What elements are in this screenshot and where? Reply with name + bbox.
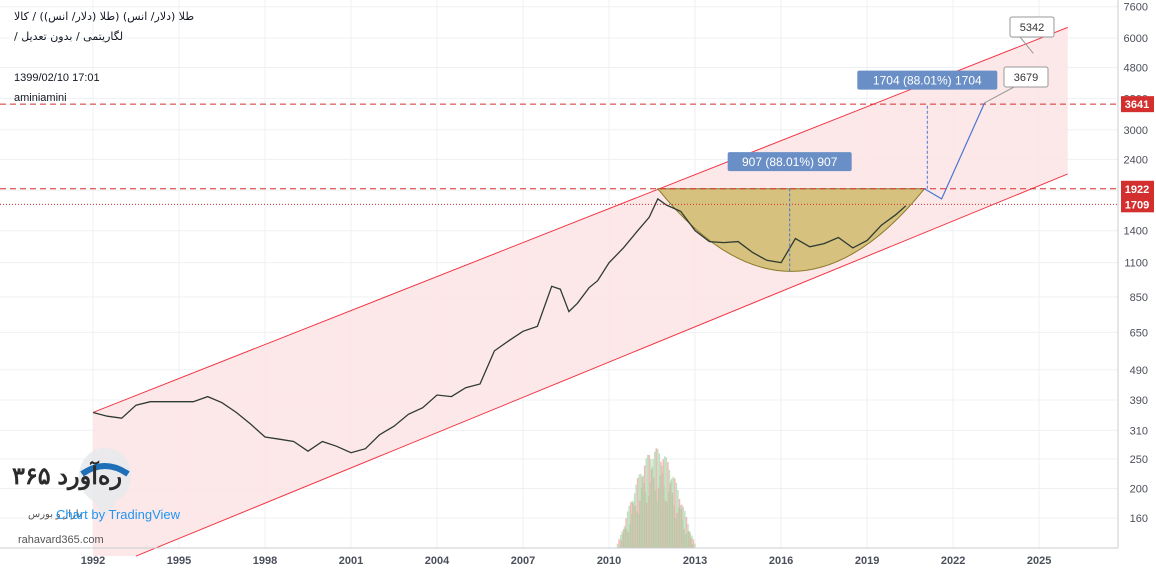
y-tick-label: 490: [1130, 365, 1148, 377]
x-tick-label: 2022: [941, 555, 965, 567]
volume-bar: [693, 539, 695, 548]
watermark-brand: ره‌آورد ۳۶۵: [12, 462, 122, 491]
y-tick-label: 3000: [1124, 125, 1148, 137]
measure-label-text: 907 (88.01%) 907: [742, 155, 838, 169]
callout-text: 5342: [1020, 22, 1044, 34]
y-tick-label: 7600: [1124, 2, 1148, 14]
y-tick-label: 250: [1130, 454, 1148, 466]
x-tick-label: 2007: [511, 555, 535, 567]
x-tick-label: 1995: [167, 555, 191, 567]
volume-bar: [617, 544, 619, 548]
x-tick-label: 2010: [597, 555, 621, 567]
level-price-text: 1922: [1125, 184, 1149, 196]
x-tick-label: 1992: [81, 555, 105, 567]
chart-subtitle: لگاریتمی / بدون تعدیل /: [14, 30, 123, 43]
level-price-text: 1709: [1125, 199, 1149, 211]
x-tick-label: 2004: [425, 555, 450, 567]
chart-author: aminiamini: [14, 92, 67, 104]
chart-timestamp: 1399/02/10 17:01: [14, 72, 100, 84]
channel-fill: [93, 27, 1068, 556]
measure-label-text: 1704 (88.01%) 1704: [873, 74, 982, 88]
y-tick-label: 6000: [1124, 33, 1148, 45]
trend-channel: [93, 27, 1068, 556]
y-tick-label: 850: [1130, 292, 1148, 304]
x-tick-label: 2016: [769, 555, 793, 567]
y-tick-label: 4800: [1124, 63, 1148, 75]
x-tick-label: 2019: [855, 555, 879, 567]
y-tick-label: 390: [1130, 395, 1148, 407]
x-tick-label: 2025: [1027, 555, 1051, 567]
y-tick-label: 650: [1130, 327, 1148, 339]
y-tick-label: 1400: [1124, 226, 1148, 238]
level-price-text: 3641: [1125, 99, 1149, 111]
tradingview-link[interactable]: Chart by TradingView: [56, 507, 180, 522]
volume-bars: [617, 448, 697, 548]
y-tick-label: 1100: [1124, 258, 1148, 270]
y-tick-label: 310: [1130, 425, 1148, 437]
y-tick-label: 200: [1130, 483, 1148, 495]
chart-title: طلا (دلار/ انس) (طلا (دلار/ انس)) / کالا: [14, 10, 194, 23]
x-tick-label: 2013: [683, 555, 707, 567]
watermark-url[interactable]: rahavard365.com: [18, 534, 104, 546]
x-tick-label: 2001: [339, 555, 363, 567]
x-tick-label: 1998: [253, 555, 277, 567]
volume-bar: [694, 544, 696, 548]
y-tick-label: 2400: [1124, 154, 1148, 166]
callout-text: 3679: [1014, 72, 1038, 84]
y-tick-label: 160: [1130, 513, 1148, 525]
